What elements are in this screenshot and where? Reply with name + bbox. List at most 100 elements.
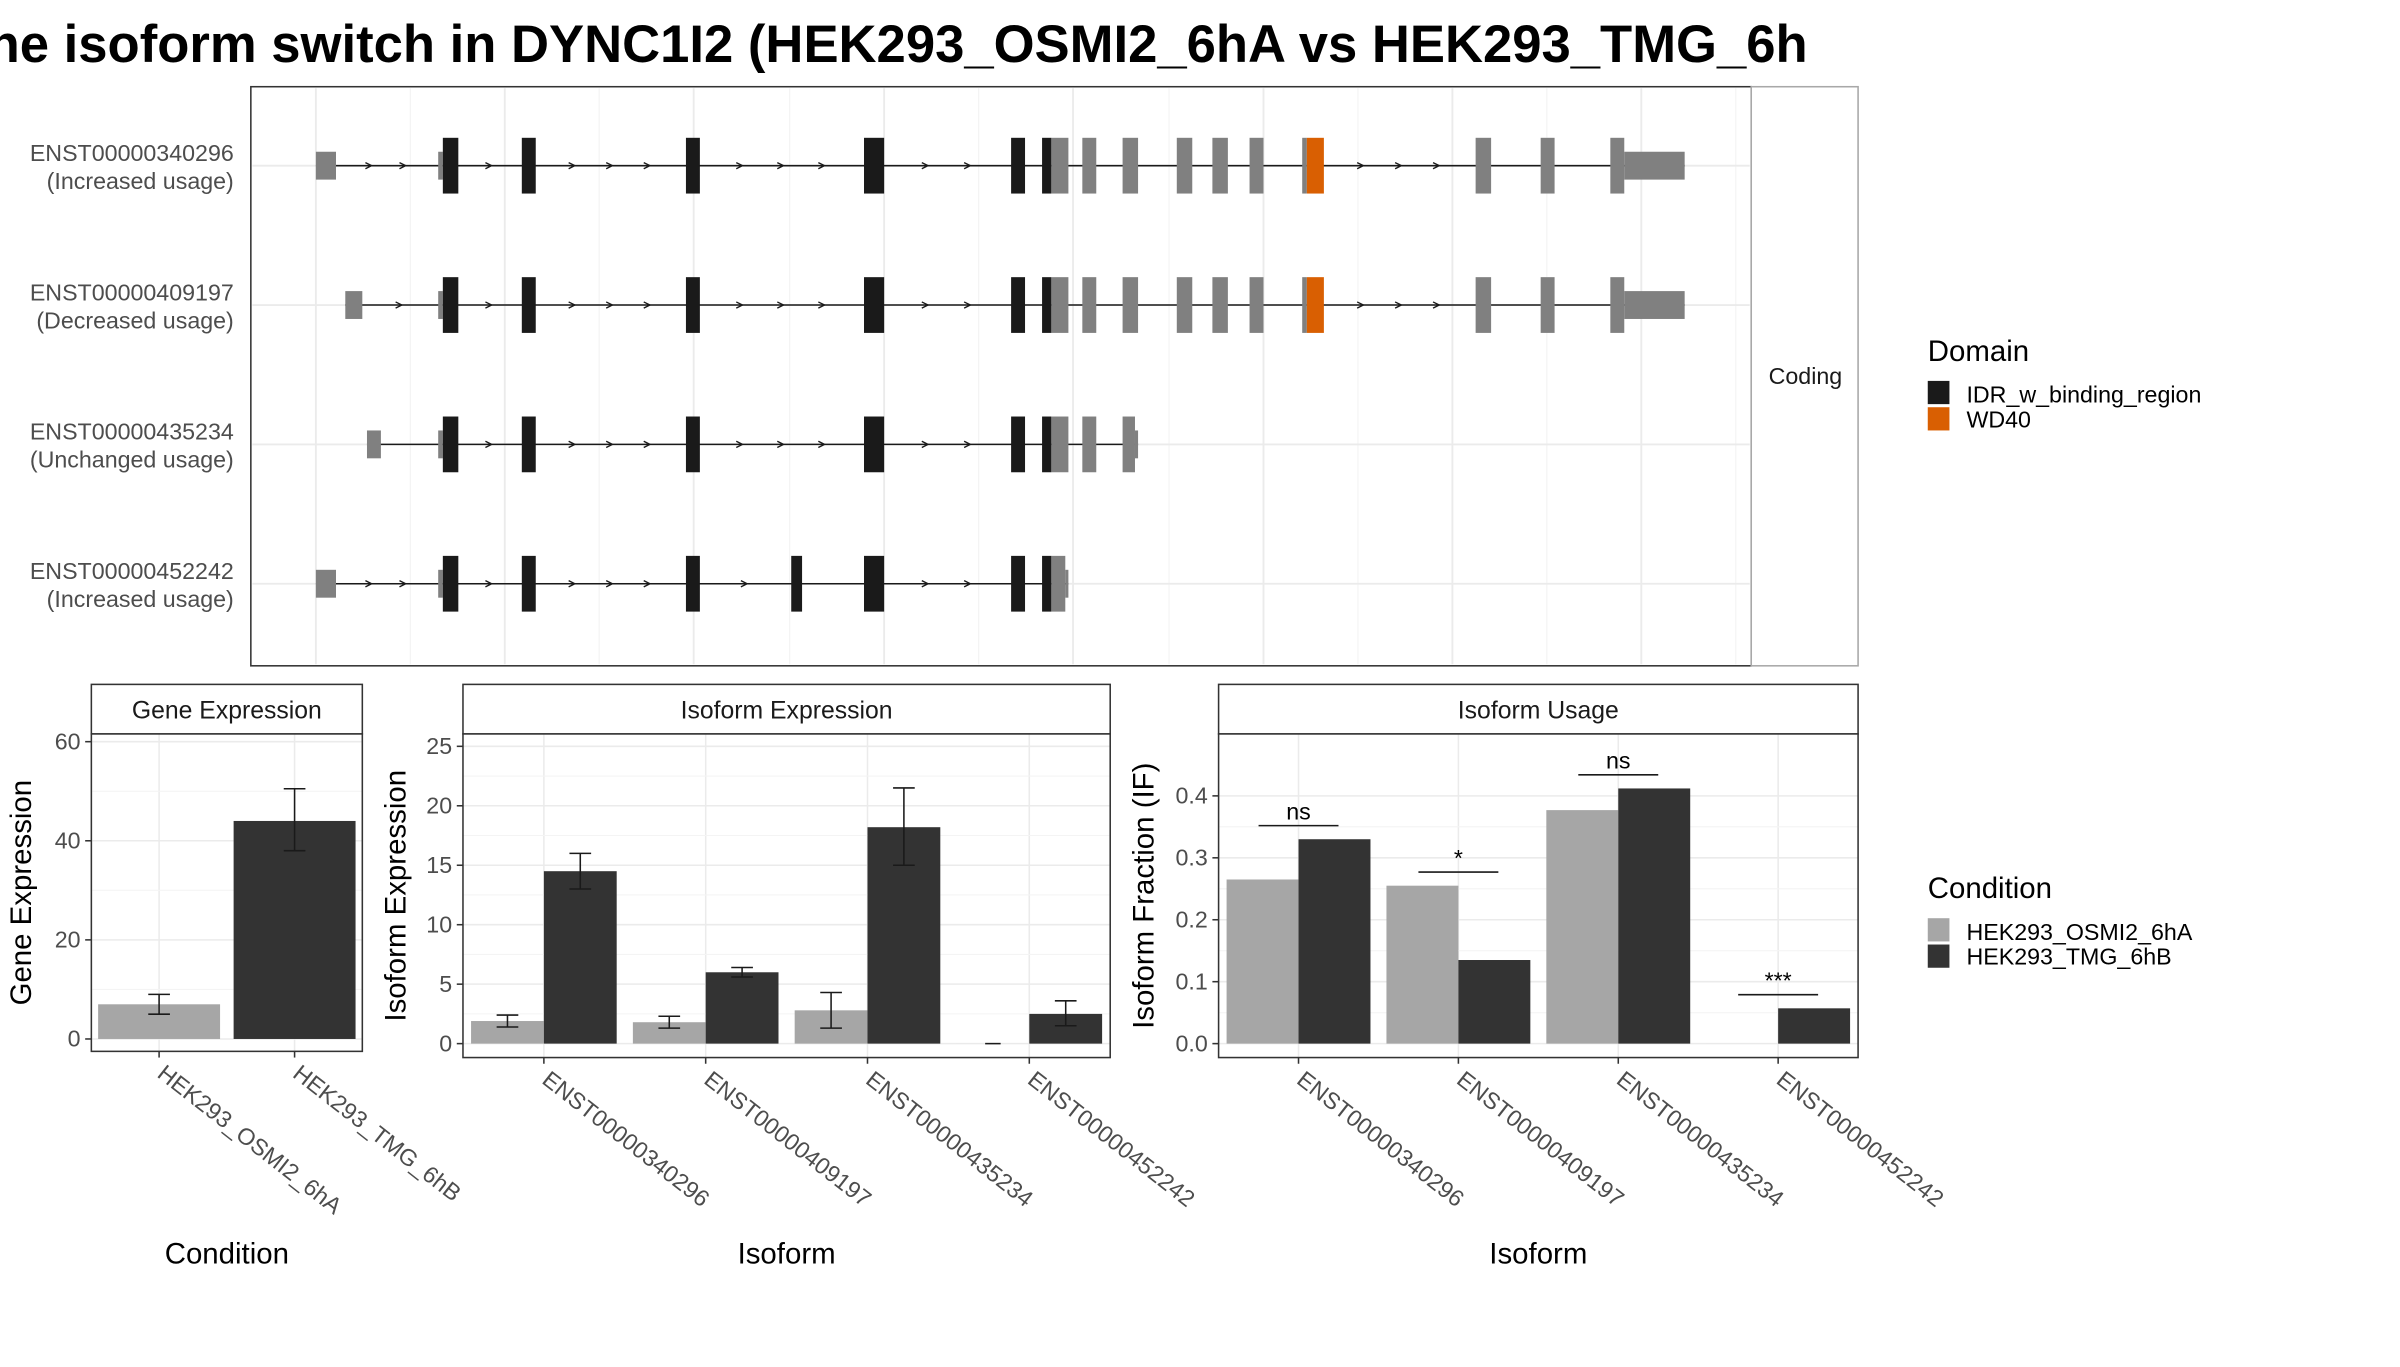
- transcript-usage-label: (Increased usage): [47, 168, 234, 194]
- exon: [1051, 277, 1068, 333]
- y-tick-label: 25: [426, 733, 452, 759]
- exon-idr-domain: [1042, 138, 1051, 194]
- bar-HEK293_OSMI2_6hA-ENST00000435234: [1546, 810, 1618, 1043]
- y-tick-label: 0.4: [1175, 783, 1207, 809]
- exon-idr-domain: [443, 138, 458, 194]
- x-tick-label: ENST00000452242: [1023, 1066, 1200, 1212]
- exon: [1082, 277, 1096, 333]
- significance-label: ns: [1286, 798, 1311, 824]
- exon-idr-domain: [1042, 556, 1051, 612]
- exon: [438, 570, 443, 598]
- y-tick-label: 0: [68, 1026, 81, 1052]
- exon-idr-domain: [522, 556, 536, 612]
- y-tick-label: 20: [426, 793, 452, 819]
- transcript-structure-panel: Coding ENST00000340296(Increased usage)E…: [30, 87, 1858, 666]
- exon: [1065, 570, 1068, 598]
- exon-idr-domain: [522, 138, 536, 194]
- structure-panel-bg: [251, 87, 1751, 666]
- exon-idr-domain: [1042, 277, 1051, 333]
- exon: [1610, 277, 1624, 333]
- transcript-usage-label: (Unchanged usage): [30, 447, 234, 473]
- exon: [316, 152, 336, 180]
- exon: [1123, 277, 1138, 333]
- panel-title: Isoform Usage: [1458, 697, 1619, 724]
- exon-idr-domain: [864, 556, 884, 612]
- transcript-id-label: ENST00000409197: [30, 279, 234, 305]
- bar-HEK293_OSMI2_6hA-ENST00000340296: [1227, 879, 1299, 1043]
- legend-swatch-cond-b: [1928, 945, 1950, 968]
- chart-panel-1: Isoform Expression0510152025ENST00000340…: [380, 684, 1200, 1270]
- exon: [1476, 138, 1491, 194]
- legend-swatch-wd40: [1928, 407, 1950, 430]
- transcript-id-label: ENST00000435234: [30, 419, 234, 445]
- exon-idr-domain: [686, 138, 700, 194]
- bar-HEK293_TMG_6hB-ENST00000409197: [1458, 960, 1530, 1044]
- y-tick-label: 0.1: [1175, 968, 1207, 994]
- x-tick-label: ENST00000340296: [1292, 1066, 1469, 1212]
- exon: [1123, 138, 1138, 194]
- exon: [438, 152, 443, 180]
- significance-label: ns: [1606, 748, 1631, 774]
- y-axis-title: Isoform Expression: [380, 770, 413, 1022]
- chart-panel-2: Isoform Usage0.00.10.20.30.4ns*ns***ENST…: [1128, 684, 1949, 1270]
- y-axis-title: Isoform Fraction (IF): [1128, 763, 1161, 1029]
- exon-idr-domain: [686, 556, 700, 612]
- bar-HEK293_TMG_6hB-ENST00000435234: [1618, 788, 1690, 1043]
- exon: [1082, 138, 1096, 194]
- exon-idr-domain: [443, 417, 458, 473]
- exon-idr-domain: [443, 277, 458, 333]
- bar-HEK293_TMG_6hB: [234, 821, 356, 1039]
- main-title: ne isoform switch in DYNC1I2 (HEK293_OSM…: [0, 15, 1808, 74]
- exon: [1082, 417, 1096, 473]
- exon: [1250, 277, 1264, 333]
- exon: [1212, 277, 1227, 333]
- y-tick-label: 0: [439, 1030, 452, 1056]
- y-tick-label: 0.0: [1175, 1030, 1207, 1056]
- transcript-labels: ENST00000340296(Increased usage)ENST0000…: [30, 140, 234, 612]
- panel-title: Isoform Expression: [681, 697, 893, 724]
- legend-swatch-idr: [1928, 381, 1950, 404]
- exon-idr-domain: [864, 417, 884, 473]
- exon-idr-domain: [522, 277, 536, 333]
- exon-wd40-domain: [1307, 138, 1324, 194]
- transcript-id-label: ENST00000340296: [30, 140, 234, 166]
- x-tick-label: ENST00000435234: [861, 1066, 1038, 1212]
- x-tick-label: ENST00000452242: [1772, 1066, 1949, 1212]
- bar-HEK293_TMG_6hB-ENST00000452242: [1778, 1008, 1850, 1043]
- bar-HEK293_OSMI2_6hA-ENST00000409197: [1386, 886, 1458, 1044]
- legend-label-cond-a: HEK293_OSMI2_6hA: [1966, 919, 2192, 945]
- exon: [1624, 291, 1684, 319]
- exon: [1177, 277, 1192, 333]
- exon: [1302, 138, 1307, 194]
- y-tick-label: 20: [55, 927, 81, 953]
- exon: [345, 291, 362, 319]
- panel-title: Gene Expression: [132, 697, 322, 724]
- transcript-usage-label: (Increased usage): [47, 586, 234, 612]
- exon: [1541, 277, 1555, 333]
- legend-swatch-cond-a: [1928, 918, 1950, 941]
- condition-legend-title: Condition: [1928, 872, 2052, 905]
- exon-wd40-domain: [1307, 277, 1324, 333]
- exon: [1135, 430, 1138, 458]
- x-tick-label: ENST00000435234: [1612, 1066, 1789, 1212]
- y-tick-label: 0.2: [1175, 906, 1207, 932]
- exon-idr-domain: [443, 556, 458, 612]
- exon-idr-domain: [522, 417, 536, 473]
- bar-HEK293_TMG_6hB-ENST00000409197: [706, 972, 779, 1043]
- x-axis-title: Isoform: [1489, 1237, 1587, 1270]
- legend-label-idr: IDR_w_binding_region: [1966, 382, 2201, 408]
- exon: [1610, 138, 1624, 194]
- condition-legend: Condition HEK293_OSMI2_6hA HEK293_TMG_6h…: [1928, 872, 2193, 970]
- domain-legend-title: Domain: [1928, 335, 2029, 368]
- bar-chart-panels: Gene Expression0204060HEK293_OSMI2_6hAHE…: [5, 684, 1949, 1270]
- exon: [438, 291, 443, 319]
- y-tick-label: 0.3: [1175, 845, 1207, 871]
- x-tick-label: ENST00000409197: [700, 1066, 877, 1212]
- exon: [1051, 138, 1068, 194]
- exon-idr-domain: [1011, 277, 1025, 333]
- exon: [1541, 138, 1555, 194]
- exon-idr-domain: [864, 138, 884, 194]
- exon: [1476, 277, 1491, 333]
- transcript-id-label: ENST00000452242: [30, 558, 234, 584]
